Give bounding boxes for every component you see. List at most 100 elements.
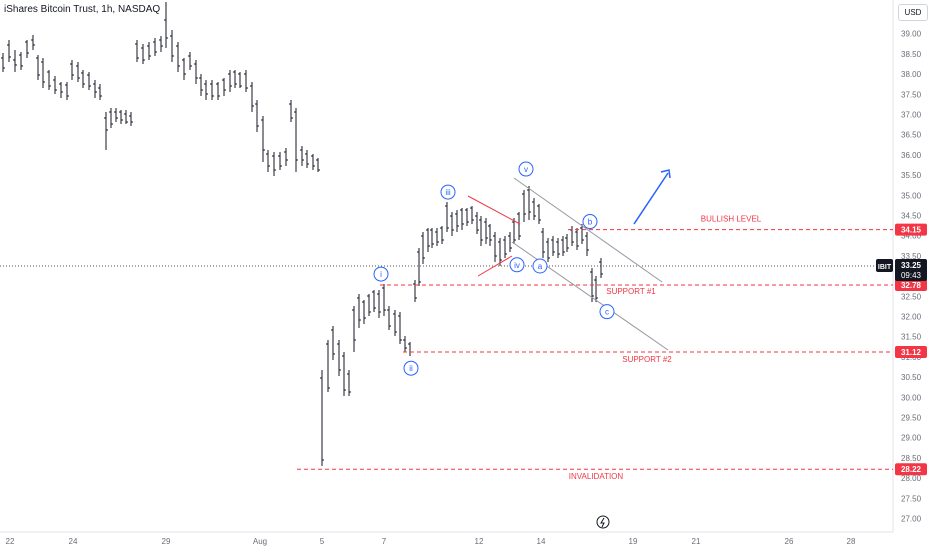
candle xyxy=(199,74,203,96)
y-tick-label: 34.00 xyxy=(901,232,922,241)
candle xyxy=(109,108,113,128)
candle xyxy=(382,284,386,316)
wave-label-circle xyxy=(582,214,598,230)
bullish-arrow-head xyxy=(660,169,671,179)
y-tick-label: 28.00 xyxy=(901,474,922,483)
candle xyxy=(1,53,5,72)
candle xyxy=(465,208,469,226)
candle xyxy=(53,76,57,94)
candle xyxy=(36,55,40,80)
candle xyxy=(417,248,421,286)
x-tick-label: 7 xyxy=(382,537,387,546)
candle xyxy=(93,80,97,98)
candle xyxy=(238,72,242,88)
candle xyxy=(362,300,366,324)
candle xyxy=(342,352,346,396)
candle xyxy=(398,312,402,344)
candle xyxy=(59,82,63,98)
x-tick-label: 24 xyxy=(69,537,78,546)
wave-iv-upper-line xyxy=(467,195,521,225)
level-price-tag xyxy=(895,463,927,476)
y-tick-label: 35.00 xyxy=(901,191,922,200)
currency-button[interactable]: USD xyxy=(898,4,928,21)
candle xyxy=(25,40,29,58)
x-tick-label: 19 xyxy=(629,537,638,546)
candle xyxy=(599,258,603,278)
x-tick-label: 14 xyxy=(537,537,546,546)
candle xyxy=(532,198,536,220)
candle xyxy=(65,82,69,100)
candle xyxy=(408,342,412,356)
wave-label-circle xyxy=(440,184,456,200)
candle xyxy=(475,212,479,234)
x-tick-label: 5 xyxy=(320,537,325,546)
candle xyxy=(393,310,397,336)
candle xyxy=(233,70,237,88)
candle xyxy=(170,30,174,62)
candle xyxy=(546,238,550,262)
event-flash-icon xyxy=(596,515,610,529)
candle xyxy=(188,52,192,70)
candle xyxy=(527,186,531,220)
level-label: BULLISH LEVEL xyxy=(701,215,762,224)
wave-label-text: b xyxy=(588,218,593,227)
y-tick-label: 29.50 xyxy=(901,414,922,423)
candle xyxy=(445,202,449,232)
y-tick-label: 29.00 xyxy=(901,434,922,443)
y-tick-label: 28.50 xyxy=(901,454,922,463)
candle xyxy=(512,218,516,244)
candles-group xyxy=(1,2,603,466)
wave-label-text: ii xyxy=(409,364,413,373)
level-price-tag xyxy=(895,223,927,236)
y-tick-label: 30.50 xyxy=(901,373,922,382)
wave-label-circle xyxy=(373,266,389,282)
wave-label-text: iii xyxy=(445,188,451,197)
wave-label-circle xyxy=(532,258,548,274)
candle xyxy=(204,80,208,100)
candle xyxy=(565,234,569,252)
candle xyxy=(300,146,304,166)
candle xyxy=(537,204,541,224)
wave-label-text: a xyxy=(538,262,543,271)
y-tick-label: 36.00 xyxy=(901,151,922,160)
candle xyxy=(210,80,214,100)
symbol-tag xyxy=(876,259,893,272)
wave-iv-lower-line xyxy=(477,255,513,277)
candle xyxy=(135,40,139,62)
candle xyxy=(331,326,335,360)
candle xyxy=(266,150,270,172)
candle xyxy=(421,232,425,264)
y-tick-label: 38.00 xyxy=(901,70,922,79)
candle xyxy=(316,158,320,172)
candle xyxy=(228,70,232,92)
candle xyxy=(413,280,417,302)
wave-label-circle xyxy=(403,360,419,376)
candle xyxy=(508,232,512,252)
x-tick-label: 12 xyxy=(475,537,484,546)
x-tick-label: Aug xyxy=(253,537,267,546)
level-price-tag xyxy=(895,346,927,359)
x-tick-label: 22 xyxy=(6,537,15,546)
x-tick-label: 29 xyxy=(162,537,171,546)
candle xyxy=(347,370,351,396)
candle xyxy=(561,236,565,256)
x-tick-label: 21 xyxy=(692,537,701,546)
level-price-tag xyxy=(895,278,927,291)
y-tick-label: 34.50 xyxy=(901,212,922,221)
level-label: SUPPORT #1 xyxy=(606,287,656,296)
candle xyxy=(570,226,574,246)
countdown-value: 09:43 xyxy=(901,271,922,280)
level-price-value: 32.78 xyxy=(901,281,922,290)
candle xyxy=(503,236,507,258)
y-tick-label: 33.50 xyxy=(901,252,922,261)
candle xyxy=(320,370,324,466)
y-tick-label: 39.00 xyxy=(901,30,922,39)
candle xyxy=(41,58,45,88)
candle xyxy=(81,70,85,88)
chart-title: iShares Bitcoin Trust, 1h, NASDAQ xyxy=(4,4,161,15)
candle xyxy=(326,340,330,392)
y-tick-label: 38.50 xyxy=(901,50,922,59)
level-label: INVALIDATION xyxy=(569,472,624,481)
